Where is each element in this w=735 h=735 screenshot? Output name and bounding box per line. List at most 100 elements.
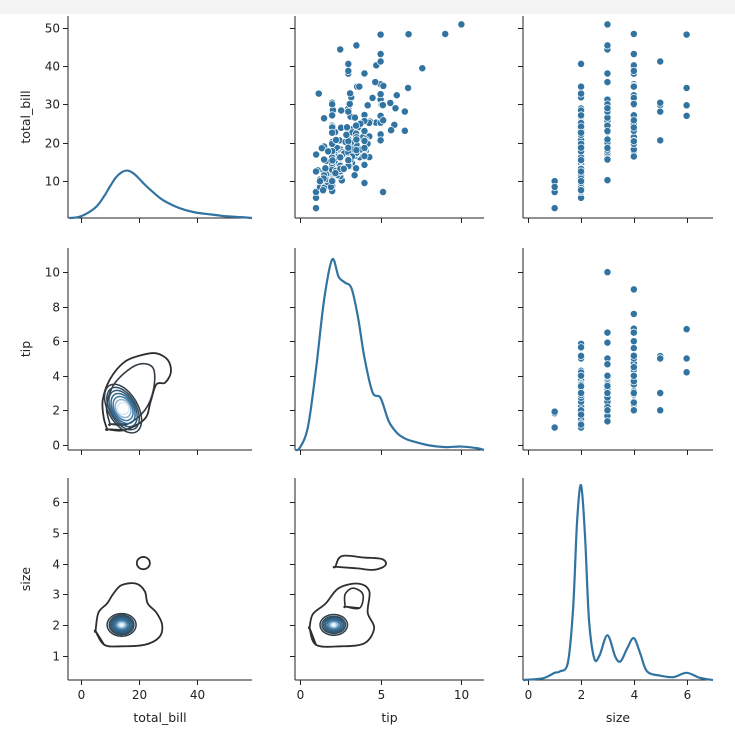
- scatter-point: [603, 417, 612, 426]
- scatter-point: [603, 20, 612, 29]
- y-tick-label: 2: [52, 404, 60, 418]
- scatter-point: [319, 186, 328, 195]
- scatter-point: [312, 204, 320, 213]
- panel-tip-vs-size: [518, 248, 713, 455]
- scatter-point: [577, 82, 586, 91]
- scatter-point: [404, 30, 413, 39]
- scatter-point: [629, 344, 638, 353]
- contour-line: [327, 620, 340, 630]
- scatter-point: [629, 371, 638, 380]
- y-tick-label: 2: [52, 619, 60, 633]
- contour-line: [117, 621, 126, 629]
- scatter-point: [577, 343, 586, 352]
- scatter-point: [682, 30, 691, 39]
- panel-total_bill-vs-size: [518, 16, 713, 223]
- scatter-point: [603, 338, 612, 347]
- scatter-point: [350, 113, 359, 122]
- y-tick-label: 5: [52, 527, 60, 541]
- scatter-point: [629, 50, 638, 59]
- scatter-point: [603, 389, 612, 397]
- scatter-point: [352, 164, 361, 173]
- contour-line: [93, 582, 164, 648]
- scatter-tip-vs-size: [550, 268, 691, 432]
- scatter-point: [629, 100, 638, 108]
- scatter-point: [682, 368, 691, 377]
- panel-size-vs-size: 0 2 4 6: [518, 478, 713, 702]
- y-axis-label-total_bill: total_bill: [18, 90, 33, 143]
- contour-line: [321, 615, 347, 635]
- contour-line: [112, 395, 134, 422]
- scatter-point: [376, 57, 385, 66]
- scatter-point: [328, 177, 337, 186]
- scatter-point: [603, 127, 612, 135]
- kde-curve-total_bill: [69, 169, 253, 220]
- contour-line: [106, 612, 137, 637]
- scatter-point: [352, 135, 361, 144]
- scatter-point: [320, 155, 329, 164]
- y-axis-label-size: size: [18, 567, 33, 592]
- scatter-point: [603, 143, 612, 152]
- scatter-point: [577, 186, 586, 195]
- x-axis-label-total_bill: total_bill: [133, 710, 186, 725]
- scatter-total_bill-vs-tip: [312, 20, 466, 213]
- scatter-point: [391, 104, 400, 113]
- scatter-point: [379, 116, 388, 125]
- y-tick-label: 6: [52, 335, 60, 349]
- scatter-point: [317, 144, 326, 153]
- scatter-point: [603, 176, 612, 185]
- scatter-point: [392, 91, 401, 100]
- scatter-point: [629, 328, 638, 337]
- scatter-point: [344, 156, 353, 165]
- scatter-point: [337, 106, 346, 115]
- contour-line: [326, 619, 342, 631]
- scatter-point: [629, 123, 638, 132]
- contour-line: [330, 622, 337, 628]
- scatter-point: [379, 188, 387, 196]
- scatter-point: [629, 82, 638, 91]
- x-tick-label: 6: [684, 688, 692, 702]
- scatter-point: [339, 164, 348, 173]
- scatter-point: [603, 328, 612, 337]
- scatter-point: [656, 57, 665, 66]
- scatter-point: [400, 107, 409, 116]
- panel-size-vs-tip: 0 5 10: [290, 478, 484, 702]
- scatter-point: [682, 84, 691, 92]
- scatter-point: [379, 81, 388, 90]
- contour-line: [322, 616, 345, 634]
- scatter-point: [629, 406, 638, 415]
- scatter-point: [629, 30, 638, 38]
- scatter-point: [577, 420, 586, 429]
- scatter-point: [350, 171, 359, 180]
- x-tick-label: 40: [190, 688, 205, 702]
- contour-line: [105, 362, 156, 427]
- x-tick-label: 0: [78, 688, 86, 702]
- contour-line: [108, 614, 135, 636]
- scatter-point: [603, 381, 612, 390]
- scatter-point: [352, 121, 361, 130]
- scatter-point: [577, 89, 586, 98]
- contour-line: [101, 352, 172, 432]
- y-tick-label: 1: [52, 650, 60, 664]
- contour-line: [114, 398, 132, 419]
- scatter-point: [360, 143, 369, 152]
- scatter-point: [328, 111, 337, 120]
- scatter-point: [577, 351, 586, 360]
- y-tick-label: 0: [52, 439, 60, 453]
- kde-curve-size: [522, 484, 714, 682]
- scatter-point: [603, 104, 612, 113]
- scatter-point: [603, 371, 612, 380]
- y-tick-label: 10: [45, 175, 60, 189]
- contour-line: [115, 620, 128, 630]
- scatter-point: [629, 337, 638, 346]
- scatter-point: [603, 360, 612, 369]
- y-tick-label: 4: [52, 558, 60, 572]
- scatter-point: [577, 156, 586, 165]
- scatter-point: [629, 285, 638, 294]
- panel-tip-vs-tip: [290, 248, 484, 455]
- scatter-point: [629, 152, 638, 161]
- scatter-point: [629, 389, 638, 397]
- scatter-point: [603, 78, 612, 87]
- x-tick-label: 10: [454, 688, 469, 702]
- contour-size-vs-tip: [308, 554, 387, 648]
